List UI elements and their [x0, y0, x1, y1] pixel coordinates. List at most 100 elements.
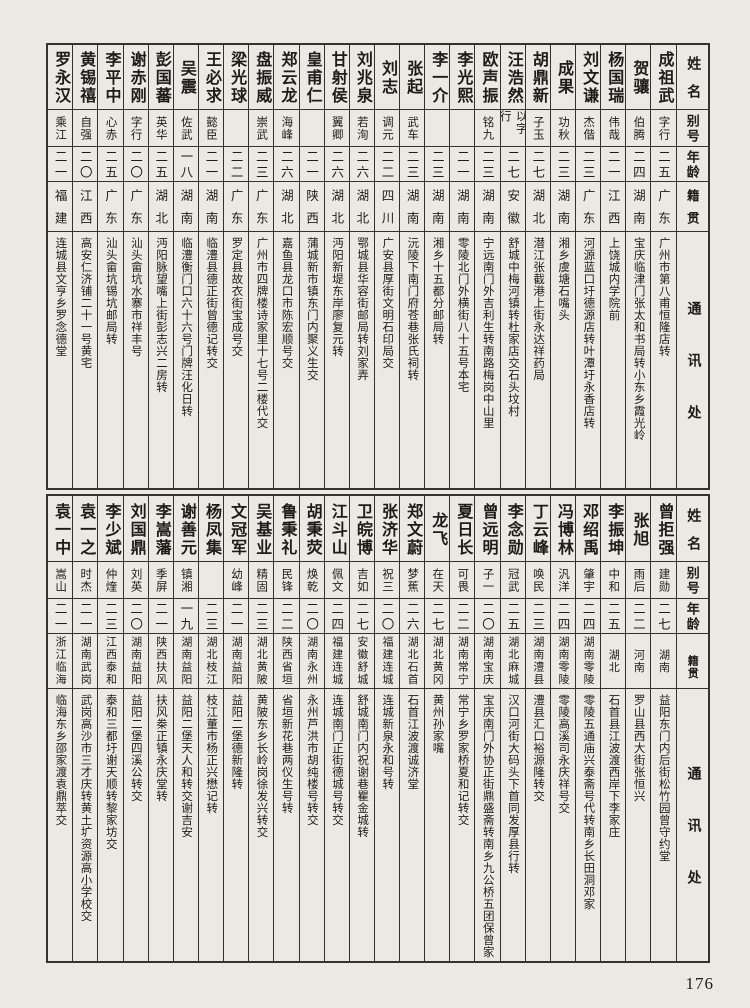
native-place-cell: 湖北枝江 [198, 634, 224, 689]
alias-cell-text: 唤民 [531, 567, 544, 593]
age-cell: 二〇 [374, 599, 400, 634]
name-cell: 胡鼎新 [525, 45, 550, 110]
alias-cell: 中和 [601, 562, 626, 599]
age-cell: 二五 [98, 147, 123, 182]
native-place-cell-text: 湖南 [454, 189, 469, 232]
address-cell-text: 汕头畲坑水寨市祥丰号 [129, 237, 142, 357]
native-place-cell: 广东 [249, 182, 274, 232]
age-cell-text: 二四 [329, 602, 344, 633]
person-column: 曾远明 子一 二〇 湖南宝庆 宝庆南门外协正街鼎盛斋转南乡九公桥五团保曾家 [474, 496, 500, 961]
person-column: 曾拒强 建勋 二七 湖南 益阳东门内后街松竹园曾守约堂 [650, 496, 676, 961]
alias-cell-text: 海峰 [280, 115, 293, 141]
age-cell: 二三 [198, 599, 224, 634]
native-place-cell: 湖北 [525, 182, 550, 232]
alias-cell: 乘江 [48, 110, 73, 147]
name-cell: 杨凤集 [198, 496, 224, 562]
age-cell: 二四 [550, 599, 576, 634]
age-cell-text: 二四 [630, 150, 645, 181]
alias-cell [450, 110, 475, 147]
address-cell-text: 零陵北门外横街八十五号本宅 [456, 237, 469, 393]
person-column: 夏日长 可畏 二二 湖南常宁 常宁乡罗家桥夏和记转交 [449, 496, 475, 961]
name-cell-text: 邓绍禹 [580, 502, 598, 557]
address-cell: 嘉鱼县龙口市陈宏顺号交 [274, 232, 298, 488]
alias-cell-text: 若洵 [355, 115, 368, 141]
native-place-cell: 四川 [374, 182, 400, 232]
address-cell-text: 扶风桊正镇永庆堂转 [154, 694, 167, 802]
person-column: 丁云峰 唤民 二三 湖南澧县 澧县汇口裕源隆转交 [524, 496, 550, 961]
native-place-cell-text: 安徽 [505, 189, 520, 232]
age-cell: 二三 [475, 147, 500, 182]
name-cell: 郑云龙 [274, 45, 299, 110]
name-cell-text: 龙飞 [429, 511, 447, 548]
address-cell: 益阳二堡天人和转交谢吉安 [174, 689, 198, 961]
name-cell-text: 甘射侯 [328, 51, 346, 105]
address-cell-text: 益阳二堡德新隆转 [230, 694, 243, 790]
address-cell-text: 高安仁济铺二十一号黄宅 [79, 237, 92, 369]
name-cell-text: 吴基业 [253, 502, 271, 557]
alias-cell-text: 焕乾 [305, 567, 318, 593]
header-age-text: 年龄 [684, 150, 700, 180]
name-cell: 刘国鼎 [123, 496, 148, 562]
age-cell-text: 二三 [480, 150, 495, 181]
name-cell: 曾拒强 [651, 496, 676, 562]
age-cell: 二四 [576, 599, 601, 634]
address-cell: 湘乡十五都分邮局转 [425, 232, 449, 488]
person-column: 李嵩藩 季屏 二一 陕西扶风 扶风桊正镇永庆堂转 [147, 496, 173, 961]
native-place-cell-text: 广东 [128, 189, 143, 232]
alias-cell: 镇湘 [173, 562, 198, 599]
age-cell-text: 二一 [454, 150, 469, 181]
alias-cell-text: 伟哉 [607, 115, 620, 141]
alias-cell: 英华 [148, 110, 173, 147]
native-place-cell-text: 湖南 [404, 189, 419, 232]
header-name: 姓名 [676, 496, 708, 562]
alias-cell: 翼卿 [324, 110, 349, 147]
age-cell-text: 二〇 [77, 150, 92, 181]
person-column: 贺骧 伯腾 二四 湖南 宝庆临津门张太和书局转小东乡霞光岭 [625, 45, 651, 488]
age-cell: 二三 [425, 147, 450, 182]
age-cell: 二〇 [123, 599, 148, 634]
name-cell-text: 彭国蕃 [152, 51, 170, 105]
name-cell-text: 张起 [404, 60, 422, 96]
address-cell: 湘乡虞塘石嘴头 [551, 232, 575, 488]
native-place-cell-text: 广东 [656, 189, 671, 232]
name-cell: 吴震 [173, 45, 198, 110]
alias-cell: 肇宇 [576, 562, 601, 599]
address-cell: 黄陂东乡长岭岗徐发兴转交 [249, 689, 273, 961]
native-place-cell-text: 湖南益阳 [230, 636, 243, 686]
header-alias: 别号 [676, 110, 708, 147]
name-cell-text: 皇甫仁 [303, 51, 321, 105]
address-cell: 临海东乡邵家渡袁鼎萃交 [48, 689, 72, 961]
address-cell: 石首江波渡诚济堂 [400, 689, 424, 961]
person-column: 梁光球 二二 广东 罗定县故衣街宝成号交 [223, 45, 249, 488]
name-cell-text: 郑文蔚 [404, 502, 422, 557]
age-cell-text: 一八 [178, 150, 193, 181]
age-cell: 二一 [48, 599, 73, 634]
native-place-cell-text: 湖北黄冈 [431, 636, 444, 686]
native-place-cell: 湖南常宁 [450, 634, 475, 689]
address-cell-text: 益阳二堡天人和转交谢吉安 [180, 694, 193, 838]
native-place-cell: 湖南永州 [299, 634, 324, 689]
native-place-cell-text: 湖北麻城 [506, 636, 519, 686]
alias-cell: 梦蕉 [400, 562, 425, 599]
native-place-cell-text: 陕西省垣 [280, 636, 293, 686]
native-place-cell: 湖北 [601, 634, 626, 689]
person-column: 胡秉荧 焕乾 二〇 湖南永州 永州芦洪市胡纯楼号转交 [298, 496, 324, 961]
native-place-cell-text: 福建 [52, 189, 67, 232]
address-cell-text: 湘乡虞塘石嘴头 [557, 237, 570, 321]
address-cell-text: 沔阳新堤东岸廖复元转 [330, 237, 343, 357]
alias-cell: 冠武 [500, 562, 525, 599]
alias-cell [425, 110, 450, 147]
native-place-cell: 福建连城 [374, 634, 400, 689]
name-cell: 李少斌 [98, 496, 123, 562]
alias-cell: 吉如 [349, 562, 374, 599]
age-cell: 二二 [374, 147, 400, 182]
age-cell-text: 二七 [530, 150, 545, 181]
age-cell-text: 二四 [580, 602, 595, 633]
native-place-cell-text: 浙江临海 [54, 636, 67, 686]
native-place-cell-text: 湖南益阳 [129, 636, 142, 686]
person-column: 吴基业 精固 二三 湖北黄陂 黄陂东乡长岭岗徐发兴转交 [248, 496, 274, 961]
age-cell: 二一 [48, 147, 73, 182]
native-place-cell-text: 江西 [77, 189, 92, 232]
alias-cell-text: 翼卿 [330, 115, 343, 141]
age-cell: 二一 [198, 147, 224, 182]
